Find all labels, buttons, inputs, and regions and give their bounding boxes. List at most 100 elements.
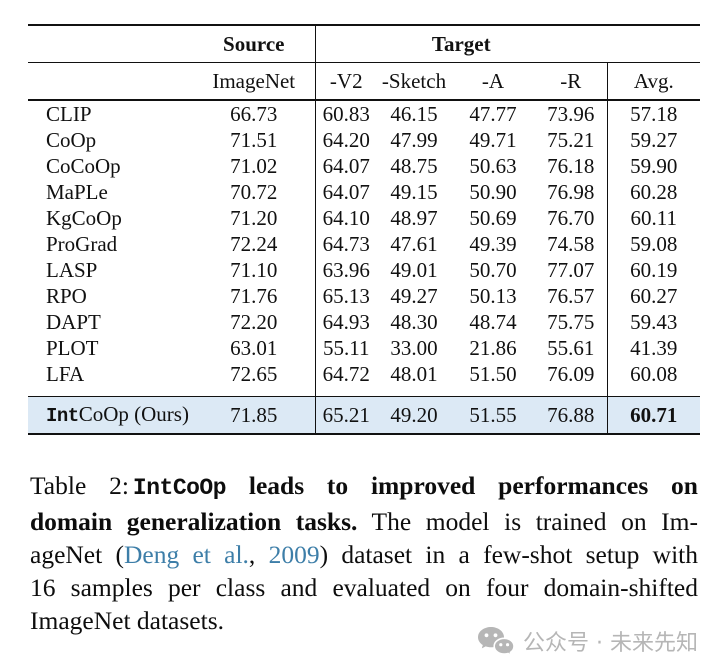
- table-body: CLIP 66.73 60.83 46.15 47.77 73.96 57.18…: [28, 100, 701, 397]
- value-cell: 63.01: [230, 336, 278, 360]
- value-cell: 51.55: [469, 402, 517, 427]
- table-header: Source Target ImageNet -V2 -Sketch -A -R…: [28, 25, 701, 100]
- table-row: KgCoOp 71.20 64.10 48.97 50.69 76.70 60.…: [28, 205, 701, 231]
- value-cell: 64.07: [314, 153, 377, 179]
- value-cell: 65.21: [314, 396, 377, 434]
- value-cell: 76.09: [547, 362, 595, 386]
- table-caption: Table 2: IntCoOp leads to improved perfor…: [30, 469, 698, 637]
- caption-bold-text: domain generalization tasks.: [30, 506, 358, 536]
- caption-text: ,: [248, 539, 269, 569]
- caption-line: ageNet (Deng et al., 2009) dataset in a …: [30, 538, 698, 571]
- table-row: LASP 71.10 63.96 49.01 50.70 77.07 60.19: [28, 257, 701, 283]
- value-cell: 59.43: [606, 309, 701, 335]
- method-cell: PLOT: [46, 336, 99, 360]
- value-cell: 76.57: [547, 284, 595, 308]
- header-columns-row: ImageNet -V2 -Sketch -A -R Avg.: [28, 62, 701, 100]
- value-cell: 64.10: [314, 205, 377, 231]
- value-cell: 75.21: [547, 128, 595, 152]
- value-cell: 49.15: [390, 180, 438, 204]
- method-name-tt: IntCoOp: [132, 474, 227, 501]
- method-rest: CoOp (Ours): [78, 401, 189, 426]
- method-cell: LFA: [46, 362, 85, 386]
- value-cell: 21.86: [469, 336, 517, 360]
- wechat-icon: [477, 626, 515, 656]
- method-cell: LASP: [46, 258, 98, 282]
- value-cell: 64.07: [314, 179, 377, 205]
- column-header-r: -R: [560, 68, 582, 93]
- value-cell: 46.15: [390, 102, 438, 126]
- caption-text: ) dataset in a few-shot setup with: [319, 539, 699, 569]
- method-cell: RPO: [46, 284, 87, 308]
- caption-text: The model is trained on Im-: [357, 506, 699, 536]
- value-cell: 33.00: [390, 336, 438, 360]
- value-cell-best-avg: 60.71: [606, 396, 701, 434]
- value-cell: 57.18: [606, 100, 701, 127]
- value-cell: 60.19: [606, 257, 701, 283]
- value-cell: 49.39: [469, 232, 517, 256]
- value-cell: 50.63: [469, 154, 517, 178]
- column-header-a: -A: [481, 68, 505, 93]
- value-cell: 50.13: [469, 284, 517, 308]
- caption-bold-text: leads to improved performances on: [226, 470, 698, 500]
- value-cell: 59.08: [606, 231, 701, 257]
- table-row: MaPLe 70.72 64.07 49.15 50.90 76.98 60.2…: [28, 179, 701, 205]
- method-cell: ProGrad: [46, 232, 118, 256]
- citation-link[interactable]: Deng et al.: [123, 539, 249, 569]
- column-header-imagenet: ImageNet: [212, 68, 296, 93]
- value-cell: 49.01: [390, 258, 438, 282]
- results-table: Source Target ImageNet -V2 -Sketch -A -R…: [28, 24, 701, 435]
- value-cell: 59.90: [606, 153, 701, 179]
- value-cell: 65.13: [314, 283, 377, 309]
- value-cell: 77.07: [547, 258, 595, 282]
- target-header: Target: [314, 25, 608, 62]
- value-cell: 76.18: [547, 154, 595, 178]
- value-cell: 66.73: [230, 102, 278, 126]
- column-header-avg: Avg.: [606, 62, 701, 100]
- value-cell: 41.39: [606, 335, 701, 361]
- empty-header-cell: [607, 25, 700, 62]
- empty-header-cell: [28, 25, 193, 62]
- value-cell: 64.72: [314, 361, 377, 397]
- column-header-v2: -V2: [314, 62, 377, 100]
- method-cell: CoCoOp: [46, 154, 121, 178]
- value-cell: 74.58: [547, 232, 595, 256]
- value-cell: 71.85: [230, 402, 278, 427]
- value-cell: 64.20: [314, 127, 377, 153]
- value-cell: 55.61: [547, 336, 595, 360]
- source-header: Source: [223, 31, 285, 56]
- value-cell: 64.93: [314, 309, 377, 335]
- method-cell: DAPT: [46, 310, 101, 334]
- table-row: CoOp 71.51 64.20 47.99 49.71 75.21 59.27: [28, 127, 701, 153]
- value-cell: 49.20: [390, 402, 438, 427]
- table-row: DAPT 72.20 64.93 48.30 48.74 75.75 59.43: [28, 309, 701, 335]
- table-row: RPO 71.76 65.13 49.27 50.13 76.57 60.27: [28, 283, 701, 309]
- value-cell: 70.72: [230, 180, 278, 204]
- caption-line: ImageNet datasets.: [30, 605, 225, 635]
- method-cell: KgCoOp: [46, 206, 122, 230]
- caption-label: Table 2:: [30, 470, 129, 500]
- value-cell: 72.24: [230, 232, 278, 256]
- watermark-text: 公众号 · 未来先知: [523, 631, 698, 656]
- value-cell: 55.11: [314, 335, 377, 361]
- value-cell: 50.90: [469, 180, 517, 204]
- value-cell: 48.97: [390, 206, 438, 230]
- value-cell: 73.96: [547, 102, 595, 126]
- value-cell: 63.96: [314, 257, 377, 283]
- value-cell: 71.51: [230, 128, 278, 152]
- value-cell: 59.27: [606, 127, 701, 153]
- table-row-ours: IntCoOp (Ours) 71.85 65.21 49.20 51.55 7…: [28, 396, 701, 434]
- value-cell: 51.50: [469, 362, 517, 386]
- value-cell: 72.20: [230, 310, 278, 334]
- table-row: ProGrad 72.24 64.73 47.61 49.39 74.58 59…: [28, 231, 701, 257]
- caption-text: ageNet (: [30, 539, 124, 569]
- value-cell: 48.01: [390, 362, 438, 386]
- value-cell: 76.70: [547, 206, 595, 230]
- method-cell: CLIP: [46, 102, 92, 126]
- value-cell: 49.27: [390, 284, 438, 308]
- value-cell: 48.75: [390, 154, 438, 178]
- value-cell: 75.75: [547, 310, 595, 334]
- value-cell: 48.30: [390, 310, 438, 334]
- citation-year-link[interactable]: 2009: [268, 539, 320, 569]
- value-cell: 64.73: [314, 231, 377, 257]
- method-cell: CoOp: [46, 128, 97, 152]
